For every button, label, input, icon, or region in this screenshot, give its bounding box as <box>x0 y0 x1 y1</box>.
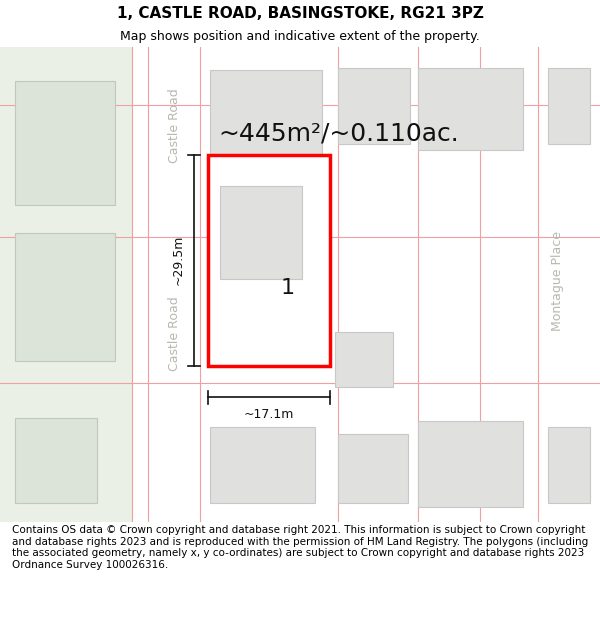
Bar <box>210 427 315 503</box>
Text: ~445m²/~0.110ac.: ~445m²/~0.110ac. <box>218 121 459 146</box>
Bar <box>220 186 302 279</box>
Text: 1: 1 <box>280 278 295 298</box>
Bar <box>338 434 408 503</box>
Text: Map shows position and indicative extent of the property.: Map shows position and indicative extent… <box>120 30 480 43</box>
Text: Montague Place: Montague Place <box>551 231 565 331</box>
Bar <box>15 418 97 503</box>
Bar <box>538 47 600 522</box>
Bar <box>418 68 523 151</box>
Bar <box>15 81 115 205</box>
Bar <box>418 421 523 507</box>
Bar <box>548 68 590 144</box>
Text: ~29.5m: ~29.5m <box>172 235 185 285</box>
Bar <box>15 232 115 361</box>
Bar <box>338 68 410 144</box>
Bar <box>335 332 393 387</box>
Text: ~17.1m: ~17.1m <box>244 408 294 421</box>
Bar <box>208 154 330 366</box>
Bar <box>548 427 590 503</box>
Text: 1, CASTLE ROAD, BASINGSTOKE, RG21 3PZ: 1, CASTLE ROAD, BASINGSTOKE, RG21 3PZ <box>116 6 484 21</box>
Text: Contains OS data © Crown copyright and database right 2021. This information is : Contains OS data © Crown copyright and d… <box>12 525 588 570</box>
Text: Castle Road: Castle Road <box>167 89 181 163</box>
Text: Castle Road: Castle Road <box>167 297 181 371</box>
Bar <box>0 47 132 522</box>
Bar <box>148 47 200 522</box>
Bar <box>210 70 322 174</box>
